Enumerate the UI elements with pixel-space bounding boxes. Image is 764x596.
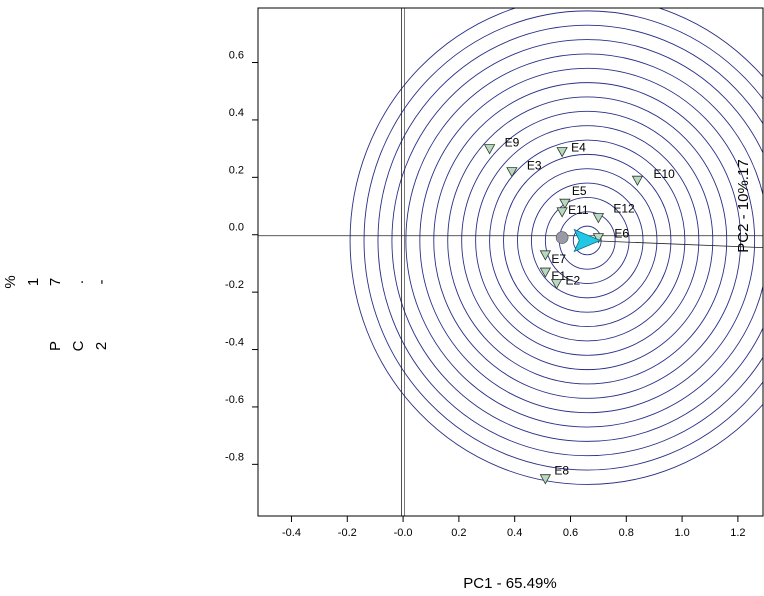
contour-ring xyxy=(363,10,763,471)
contour-ring xyxy=(503,153,672,328)
data-point-marker xyxy=(550,279,563,290)
y-tick-label: 0.2 xyxy=(229,164,244,176)
data-point-label: E3 xyxy=(527,159,542,173)
data-point-label: E5 xyxy=(572,184,587,198)
contour-ring xyxy=(475,125,700,356)
ideal-vector-arrow xyxy=(573,228,602,253)
x-tick-label: -0.2 xyxy=(338,527,357,539)
data-point-label: E4 xyxy=(571,141,586,155)
contour-ring xyxy=(489,139,686,342)
x-tick-label: 0.4 xyxy=(507,527,522,539)
y-axis-title-char: P xyxy=(47,341,64,351)
contour-ring xyxy=(377,24,763,457)
y-tick-label: -0.2 xyxy=(225,279,244,291)
pc-vector-line xyxy=(587,240,763,249)
origin-marker xyxy=(555,231,569,244)
y-tick-label: 0.0 xyxy=(229,222,244,234)
contour-ring xyxy=(544,196,630,284)
data-point-marker xyxy=(539,474,552,485)
contour-ring xyxy=(391,39,763,442)
data-point-marker xyxy=(556,207,568,218)
y-tick-label: 0.4 xyxy=(229,107,244,119)
data-point-label: E6 xyxy=(614,227,629,241)
y-axis-title-char: % xyxy=(2,275,19,288)
data-point-marker xyxy=(556,147,568,158)
contour-ring xyxy=(517,168,658,313)
y-tick-label: 0.6 xyxy=(229,50,244,62)
x-tick-label: 1.2 xyxy=(730,527,745,539)
y-axis-title-char: 2 xyxy=(93,342,110,350)
data-point-label: E10 xyxy=(653,167,675,181)
data-point-marker xyxy=(539,267,552,278)
contour-ring xyxy=(419,67,756,414)
x-tick-label: -0.0 xyxy=(394,527,413,539)
y-tick-label: -0.4 xyxy=(225,337,244,349)
x-tick-label: 1.0 xyxy=(674,527,689,539)
x-tick-label: -0.4 xyxy=(282,527,301,539)
data-point-label: E8 xyxy=(554,464,569,478)
y-tick-label: -0.6 xyxy=(225,394,244,406)
contour-ring xyxy=(433,82,742,399)
data-point-label: E11 xyxy=(568,203,589,217)
contour-ring xyxy=(461,110,714,371)
contour-ring xyxy=(447,96,728,385)
contour-ring xyxy=(349,8,763,485)
x-tick-label: 0.6 xyxy=(563,527,578,539)
data-point-marker xyxy=(559,198,571,209)
y-axis-title-char: . xyxy=(70,280,87,284)
pc-vector-label: PC2 - 10%.17 xyxy=(735,159,752,252)
data-point-label: E7 xyxy=(551,252,566,266)
data-point-marker xyxy=(592,213,605,224)
data-point-marker xyxy=(506,167,518,178)
data-point-marker xyxy=(539,250,552,261)
x-tick-label: 0.8 xyxy=(619,527,634,539)
y-tick-label: -0.8 xyxy=(225,451,244,463)
x-axis-title: PC1 - 65.49% xyxy=(463,575,556,592)
y-axis-title-char: 7 xyxy=(47,278,64,286)
data-point-label: E12 xyxy=(613,202,635,216)
data-point-label: E2 xyxy=(566,274,581,288)
plot-frame xyxy=(257,7,764,517)
y-axis-title-char: - xyxy=(93,280,110,285)
x-tick-label: 0.2 xyxy=(451,527,466,539)
data-point-marker xyxy=(483,144,496,155)
y-axis-title-char: C xyxy=(70,340,87,351)
data-point-label: E9 xyxy=(505,136,520,150)
contour-ring xyxy=(405,53,763,428)
contour-ring xyxy=(530,182,644,299)
y-axis-title-char: 1 xyxy=(25,278,42,286)
data-point-marker xyxy=(631,175,644,187)
data-point-marker xyxy=(592,233,605,244)
